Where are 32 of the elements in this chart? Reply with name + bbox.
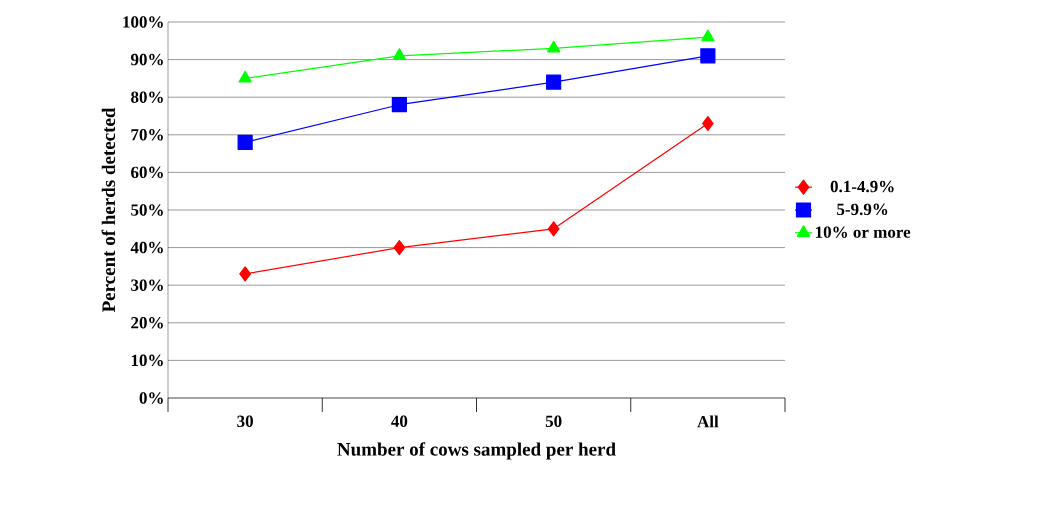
- legend-label: 0.1-4.9%: [830, 180, 894, 193]
- x-tick-label: All: [697, 415, 719, 428]
- point: [701, 29, 715, 42]
- y-tick-label: 0%: [139, 392, 163, 404]
- y-tick-label: 10%: [131, 354, 163, 367]
- y-axis-title: Percent of herds detected: [101, 107, 116, 313]
- x-tick-label: 50: [545, 415, 562, 427]
- y-tick-label: 20%: [131, 317, 163, 329]
- y-tick-label: 90%: [130, 53, 163, 66]
- y-tick-label: 50%: [131, 204, 163, 216]
- x-axis-title: Number of cows sampled per herd: [337, 442, 616, 460]
- point: [700, 48, 716, 64]
- point: [239, 266, 251, 282]
- point: [702, 115, 714, 132]
- point: [393, 239, 406, 256]
- point: [238, 70, 252, 83]
- x-tick-label: 40: [391, 415, 408, 427]
- point: [392, 48, 407, 60]
- x-tick-label: 30: [237, 415, 253, 427]
- y-tick-label: 70%: [131, 129, 163, 141]
- y-tick-label: 80%: [131, 91, 163, 103]
- point: [546, 74, 562, 90]
- point: [237, 134, 253, 150]
- y-tick-label: 60%: [131, 166, 163, 179]
- y-tick-label: 100%: [123, 16, 163, 28]
- legend-label: 10% or more: [816, 226, 911, 238]
- y-tick-label: 30%: [131, 279, 163, 291]
- point: [391, 97, 407, 113]
- point: [546, 40, 561, 53]
- legend-label: 5-9.9%: [837, 203, 888, 216]
- point: [547, 221, 560, 237]
- y-tick-label: 40%: [130, 241, 163, 254]
